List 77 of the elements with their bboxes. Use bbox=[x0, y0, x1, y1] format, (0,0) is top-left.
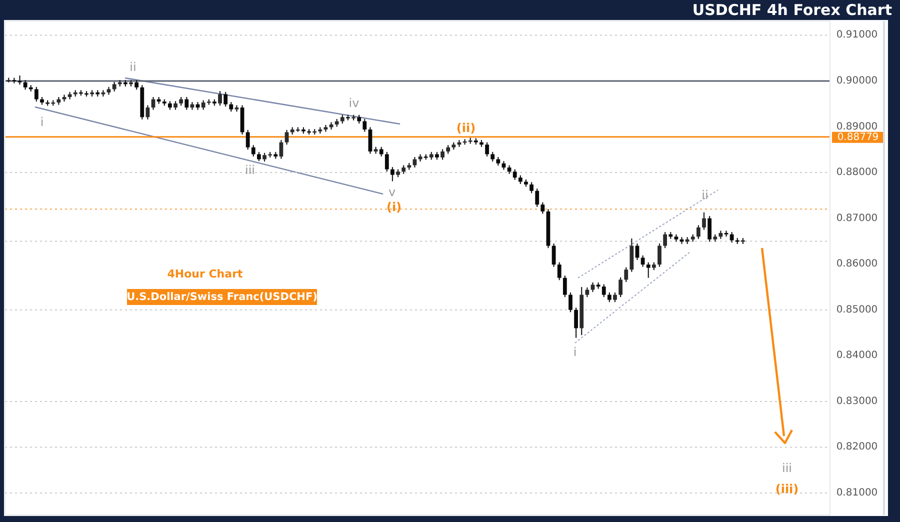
y-tick-label: 0.84000 bbox=[836, 350, 878, 362]
candlestick bbox=[224, 91, 228, 108]
candlestick bbox=[596, 282, 600, 290]
candlestick bbox=[702, 212, 706, 230]
candlestick bbox=[23, 80, 28, 90]
candlestick bbox=[646, 262, 650, 278]
candlestick bbox=[624, 266, 628, 283]
candlestick bbox=[379, 146, 384, 158]
annotation: iii bbox=[244, 163, 256, 177]
candlestick bbox=[512, 168, 517, 180]
annotation: U.S.Dollar/Swiss Franc(USDCHF) bbox=[126, 291, 318, 303]
candlestick bbox=[724, 230, 728, 238]
y-tick-label: 0.91000 bbox=[836, 30, 878, 41]
candlestick bbox=[562, 275, 567, 298]
annotation: iii bbox=[782, 461, 792, 475]
candlestick bbox=[184, 96, 189, 110]
y-tick-label: 0.90000 bbox=[836, 75, 878, 86]
candlestick bbox=[246, 129, 250, 150]
candlestick bbox=[257, 151, 261, 162]
candlestick bbox=[590, 282, 595, 293]
y-tick-label: 0.88000 bbox=[836, 167, 878, 178]
candlestick bbox=[374, 146, 378, 154]
y-tick-label: 0.81000 bbox=[836, 488, 878, 499]
candlestick bbox=[112, 81, 116, 92]
candlestick bbox=[630, 238, 634, 272]
candlestick bbox=[62, 94, 66, 102]
candlestick bbox=[146, 104, 150, 120]
candlestick bbox=[696, 224, 700, 240]
candlestick bbox=[530, 182, 534, 194]
annotation: ii bbox=[130, 60, 136, 74]
text: 4Hour Chart bbox=[167, 268, 243, 280]
candlestick bbox=[390, 166, 394, 182]
annotation: (i) bbox=[386, 200, 402, 214]
candlestick bbox=[640, 254, 645, 268]
y-tick-label: 0.89000 bbox=[836, 121, 878, 132]
y-tick-label: 0.85000 bbox=[836, 304, 878, 316]
candlestick bbox=[34, 86, 38, 102]
y-tick-label: 0.87000 bbox=[836, 212, 878, 224]
candlestick bbox=[585, 286, 590, 298]
candlestick bbox=[730, 232, 734, 244]
candlestick bbox=[568, 292, 572, 313]
candlestick bbox=[602, 284, 606, 298]
candlestick bbox=[229, 101, 234, 112]
candlestick bbox=[618, 276, 622, 298]
candlestick bbox=[663, 232, 668, 249]
ref-line-label: 0.88779 bbox=[837, 132, 879, 143]
candlestick bbox=[557, 262, 562, 281]
annotation: (ii) bbox=[456, 121, 476, 135]
annotation: i bbox=[40, 115, 44, 129]
candlestick bbox=[490, 151, 495, 162]
candlestick bbox=[362, 118, 367, 132]
candlestick bbox=[440, 148, 444, 160]
candlestick bbox=[540, 202, 545, 214]
y-tick-label: 0.82000 bbox=[836, 442, 878, 453]
candlestick bbox=[384, 151, 389, 172]
annotation: i bbox=[573, 345, 577, 359]
annotation: ii bbox=[702, 188, 708, 202]
candlestick bbox=[658, 242, 662, 268]
y-tick-label: 0.83000 bbox=[836, 396, 878, 407]
candlestick bbox=[324, 124, 328, 132]
candlestick bbox=[708, 215, 712, 242]
annotation: iv bbox=[348, 96, 360, 110]
y-tick-label: 0.86000 bbox=[836, 258, 878, 270]
candlestick bbox=[613, 292, 617, 303]
annotation: v bbox=[388, 185, 396, 199]
candlestick bbox=[234, 104, 239, 112]
header-title: USDCHF 4h Forex Chart bbox=[692, 1, 892, 19]
candlestick bbox=[368, 126, 372, 154]
candlestick bbox=[18, 74, 22, 86]
candlestick bbox=[134, 80, 139, 90]
candlestick bbox=[485, 142, 489, 158]
candlestick bbox=[607, 292, 612, 303]
candlestick bbox=[218, 90, 222, 106]
candlestick bbox=[574, 307, 578, 338]
candlestick bbox=[251, 144, 256, 158]
annotation: (iii) bbox=[775, 482, 799, 496]
candlestick bbox=[535, 188, 540, 208]
